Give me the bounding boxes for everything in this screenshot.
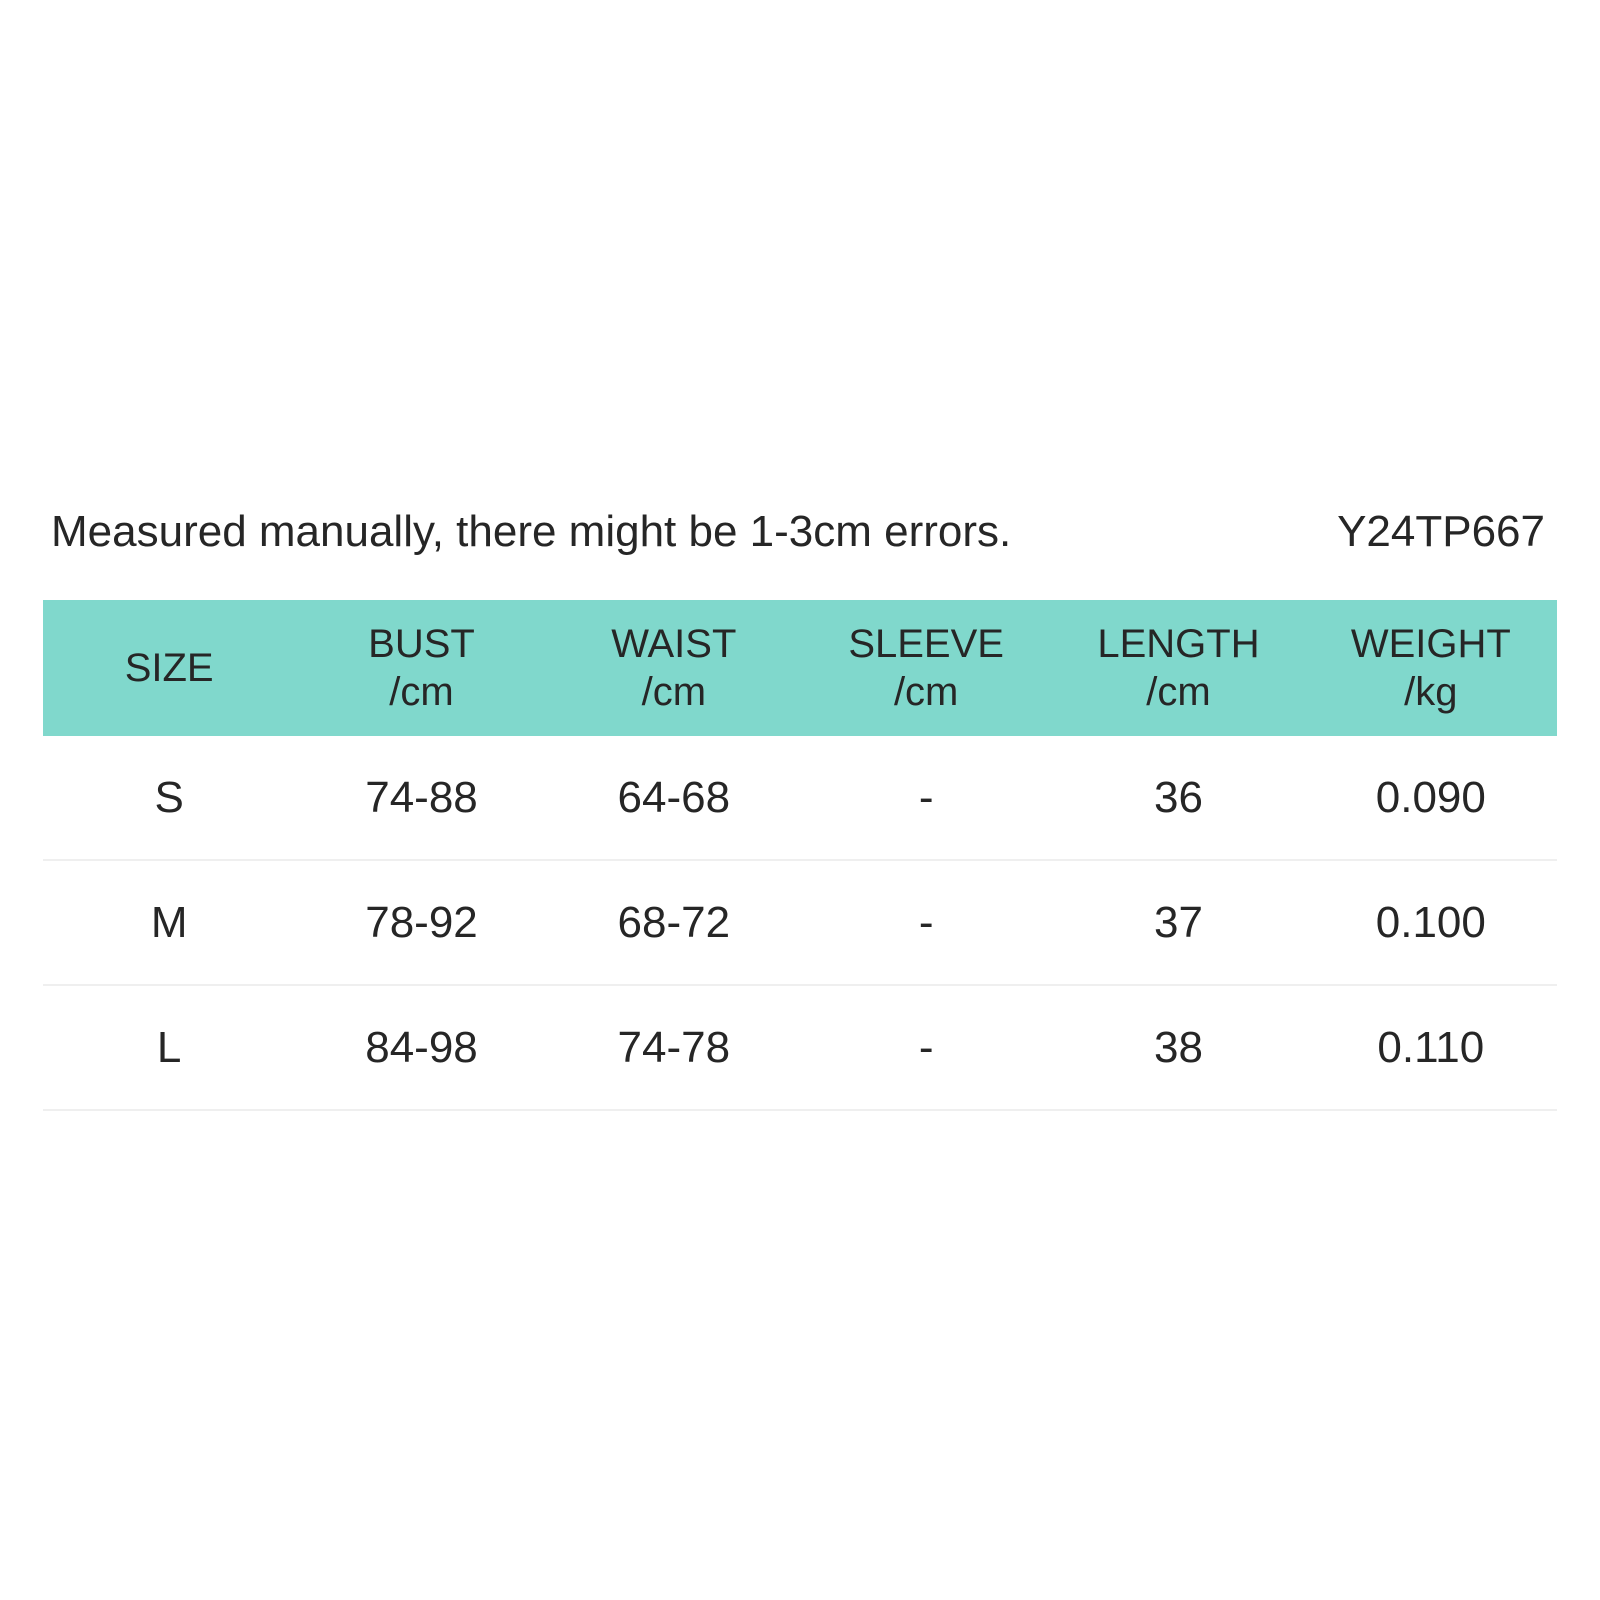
cell-length: 37 [1154, 897, 1203, 947]
cell-bust: 74-88 [365, 772, 478, 822]
cell-size: S [154, 772, 184, 822]
column-header-size: SIZE [43, 600, 295, 736]
cell-sleeve: - [918, 1022, 934, 1072]
cell-weight: 0.110 [1377, 1022, 1485, 1072]
cell-weight: 0.090 [1375, 772, 1486, 822]
cell-sleeve: - [918, 772, 934, 822]
product-code: Y24TP667 [1337, 507, 1545, 556]
column-unit: /kg [1404, 670, 1458, 714]
cell-sleeve: - [918, 897, 934, 947]
table-header-row: SIZE BUST /cm WAIST /cm SLEEVE /cm LENGT… [43, 600, 1557, 736]
cell-bust: 78-92 [365, 897, 478, 947]
measurement-note: Measured manually, there might be 1-3cm … [51, 507, 1012, 556]
column-unit: /cm [893, 670, 959, 714]
column-label: SLEEVE [848, 622, 1004, 666]
cell-waist: 64-68 [617, 772, 731, 822]
column-unit: /cm [641, 670, 707, 714]
column-label: BUST [368, 622, 475, 666]
column-header-weight: WEIGHT /kg [1305, 600, 1557, 736]
cell-size: L [156, 1022, 182, 1072]
cell-size: M [150, 897, 188, 947]
cell-weight: 0.100 [1375, 897, 1486, 947]
column-label: LENGTH [1097, 622, 1260, 666]
column-unit: /cm [389, 670, 454, 714]
column-header-sleeve: SLEEVE /cm [800, 600, 1052, 736]
column-header-waist: WAIST /cm [548, 600, 800, 736]
column-label: SIZE [124, 646, 214, 690]
column-unit: /cm [1146, 670, 1211, 714]
size-table: SIZE BUST /cm WAIST /cm SLEEVE /cm LENGT… [43, 600, 1557, 1111]
table-row-m: M 78-92 68-72 - 37 0.100 [43, 861, 1557, 986]
cell-bust: 84-98 [365, 1022, 478, 1072]
cell-waist: 74-78 [617, 1022, 731, 1072]
column-label: WEIGHT [1350, 622, 1511, 666]
note-row: Measured manually, there might be 1-3cm … [43, 505, 1557, 559]
cell-waist: 68-72 [617, 897, 731, 947]
column-header-bust: BUST /cm [295, 600, 547, 736]
cell-length: 36 [1154, 772, 1203, 822]
table-row-l: L 84-98 74-78 - 38 0.110 [43, 986, 1557, 1111]
column-header-length: LENGTH /cm [1052, 600, 1304, 736]
cell-length: 38 [1154, 1022, 1203, 1072]
table-row-s: S 74-88 64-68 - 36 0.090 [43, 736, 1557, 861]
column-label: WAIST [611, 622, 737, 666]
